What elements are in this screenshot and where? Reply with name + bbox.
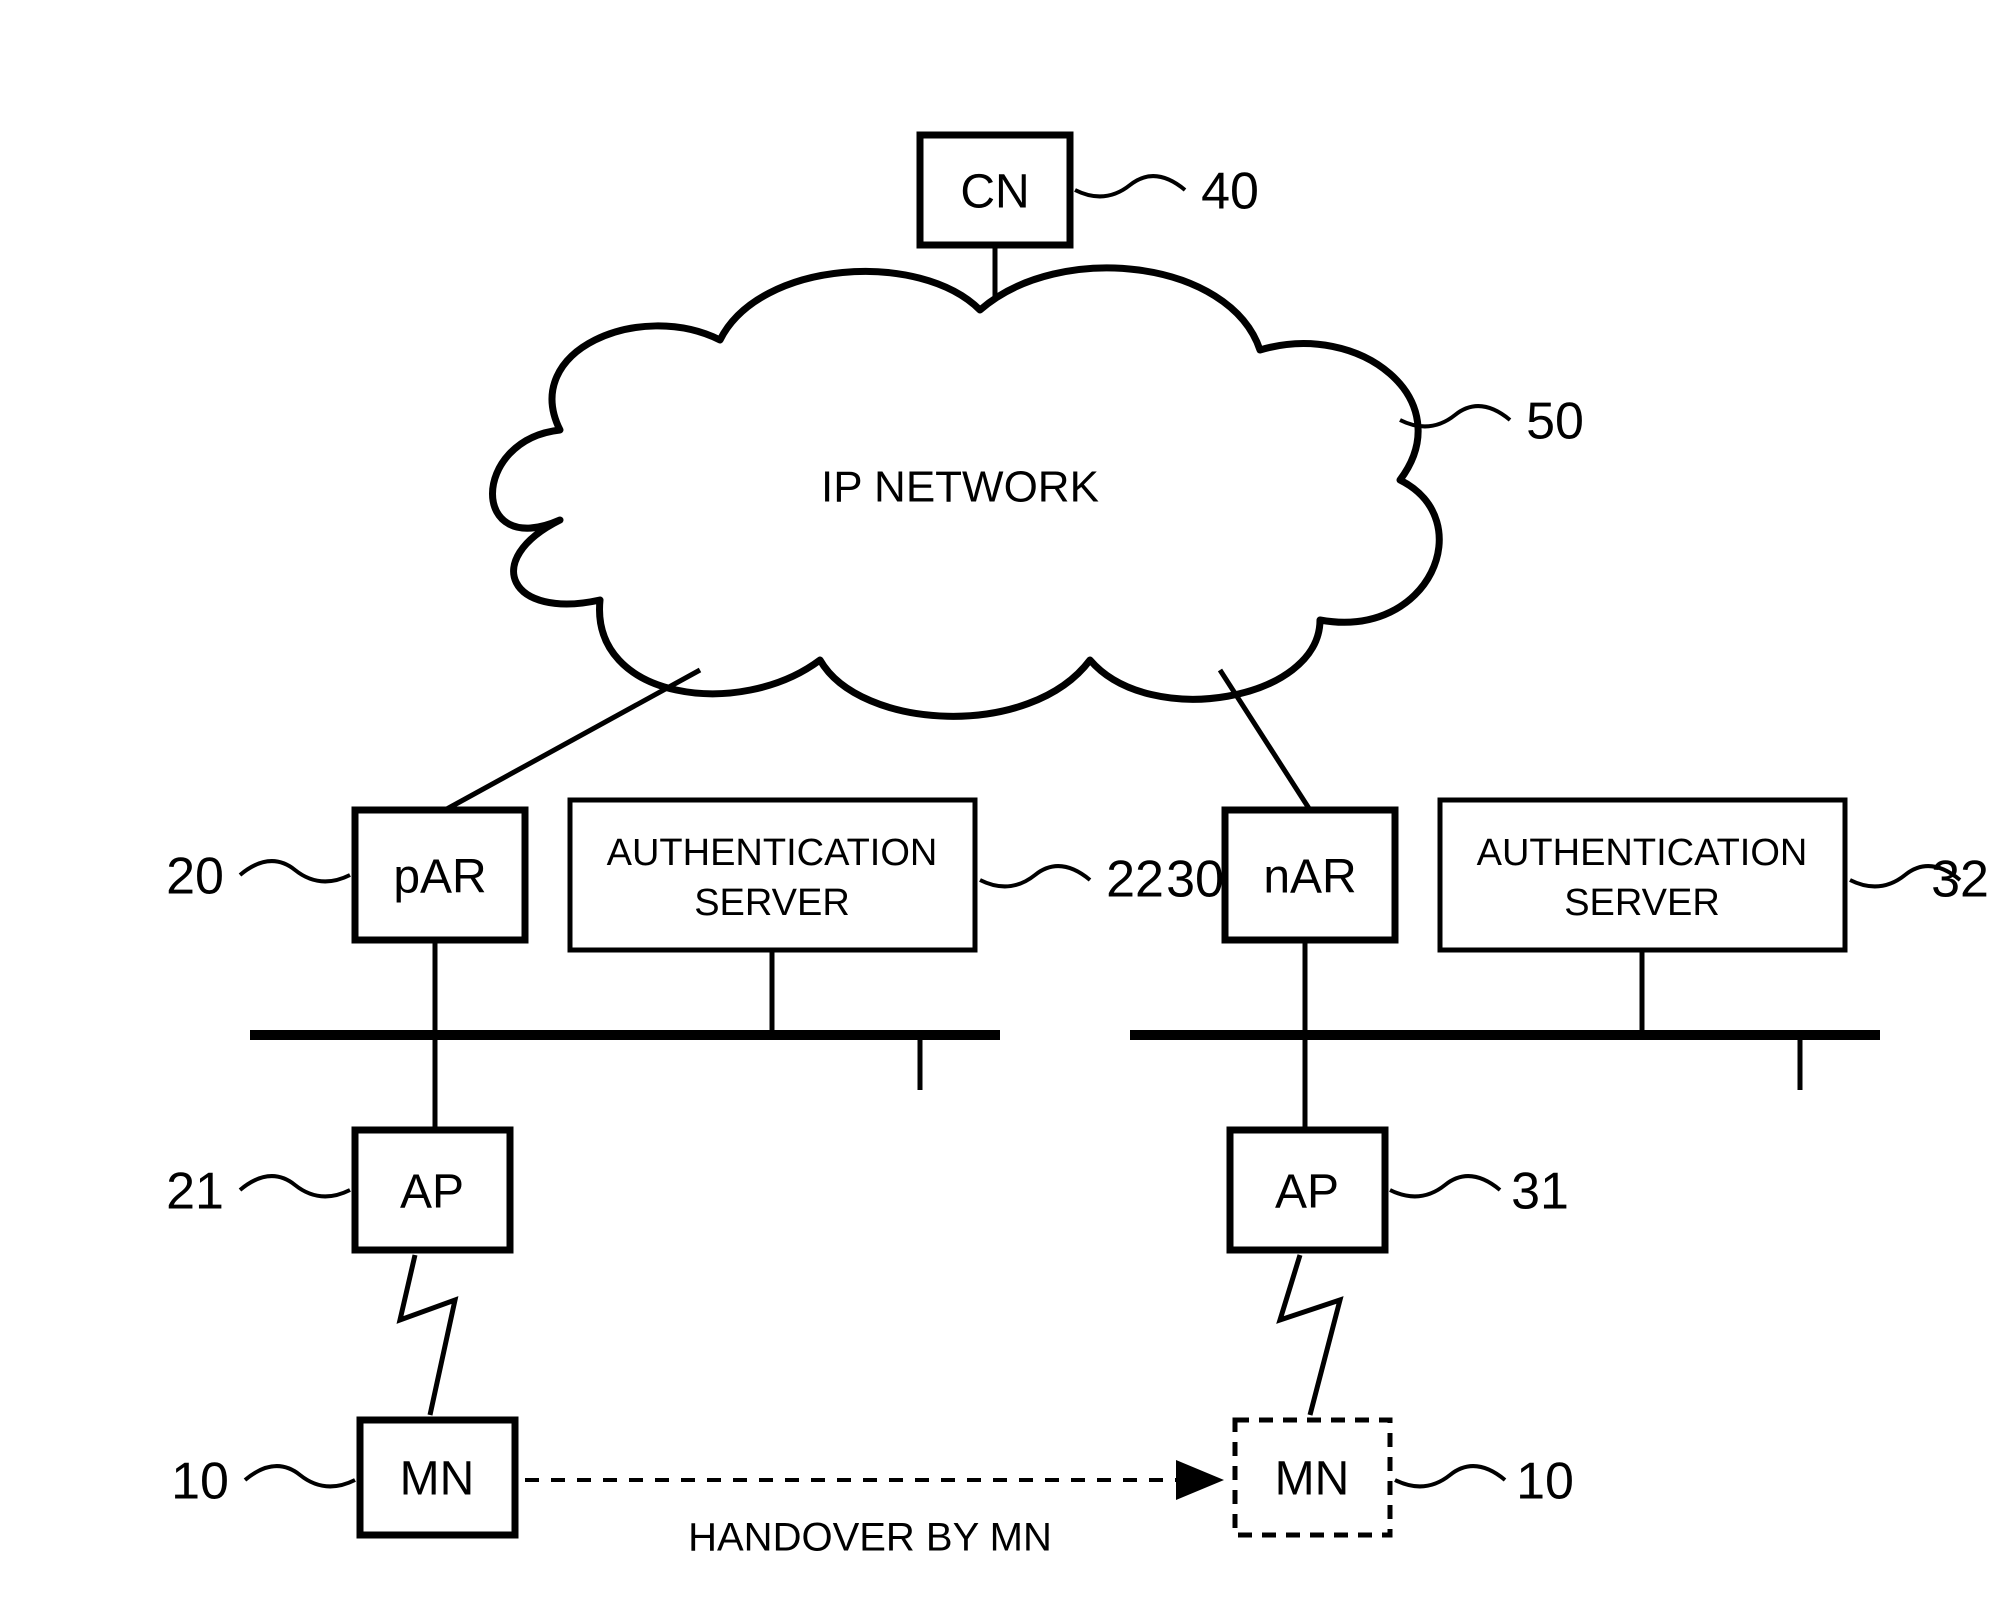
cloud-nar-link — [1220, 670, 1310, 810]
auth1-label-line2: SERVER — [694, 882, 850, 924]
auth1-ref: 22 — [1106, 851, 1164, 909]
par-label: pAR — [393, 851, 486, 904]
ap1-ref: 21 — [166, 1163, 224, 1221]
nar-label: nAR — [1263, 851, 1356, 904]
mn1-label: MN — [400, 1453, 475, 1506]
par-ref: 20 — [166, 848, 224, 906]
ap2-label: AP — [1275, 1166, 1339, 1219]
cn-label: CN — [960, 166, 1029, 219]
auth1-label-line1: AUTHENTICATION — [607, 832, 938, 874]
ap2-mn2-wireless — [1280, 1255, 1340, 1415]
mn2-ref: 10 — [1516, 1453, 1574, 1511]
ap2-ref: 31 — [1511, 1163, 1569, 1221]
auth1-ref-leader — [980, 866, 1090, 886]
auth2-label-line2: SERVER — [1564, 882, 1720, 924]
mn1-ref-leader — [245, 1466, 355, 1486]
ap1-label: AP — [400, 1166, 464, 1219]
auth2-ref: 32 — [1931, 851, 1989, 909]
handover-label: HANDOVER BY MN — [688, 1516, 1052, 1560]
cloud-label: IP NETWORK — [821, 463, 1099, 512]
cloud-ref: 50 — [1526, 393, 1584, 451]
cn-ref-leader — [1075, 176, 1185, 196]
mn1-ref: 10 — [171, 1453, 229, 1511]
ap1-mn1-wireless — [400, 1255, 455, 1415]
auth2-label-line1: AUTHENTICATION — [1477, 832, 1808, 874]
ap1-ref-leader — [240, 1176, 350, 1196]
mn2-label: MN — [1275, 1453, 1350, 1506]
cn-ref: 40 — [1201, 163, 1259, 221]
ap2-ref-leader — [1390, 1176, 1500, 1196]
cloud-par-link — [445, 670, 700, 810]
mn2-ref-leader — [1395, 1466, 1505, 1486]
auth2-node — [1440, 800, 1845, 950]
network-diagram: CN 40 IP NETWORK 50 pAR 20 AUTHENTICATIO… — [0, 0, 1992, 1623]
auth1-node — [570, 800, 975, 950]
par-ref-leader — [240, 861, 350, 881]
nar-ref: 30 — [1166, 851, 1224, 909]
